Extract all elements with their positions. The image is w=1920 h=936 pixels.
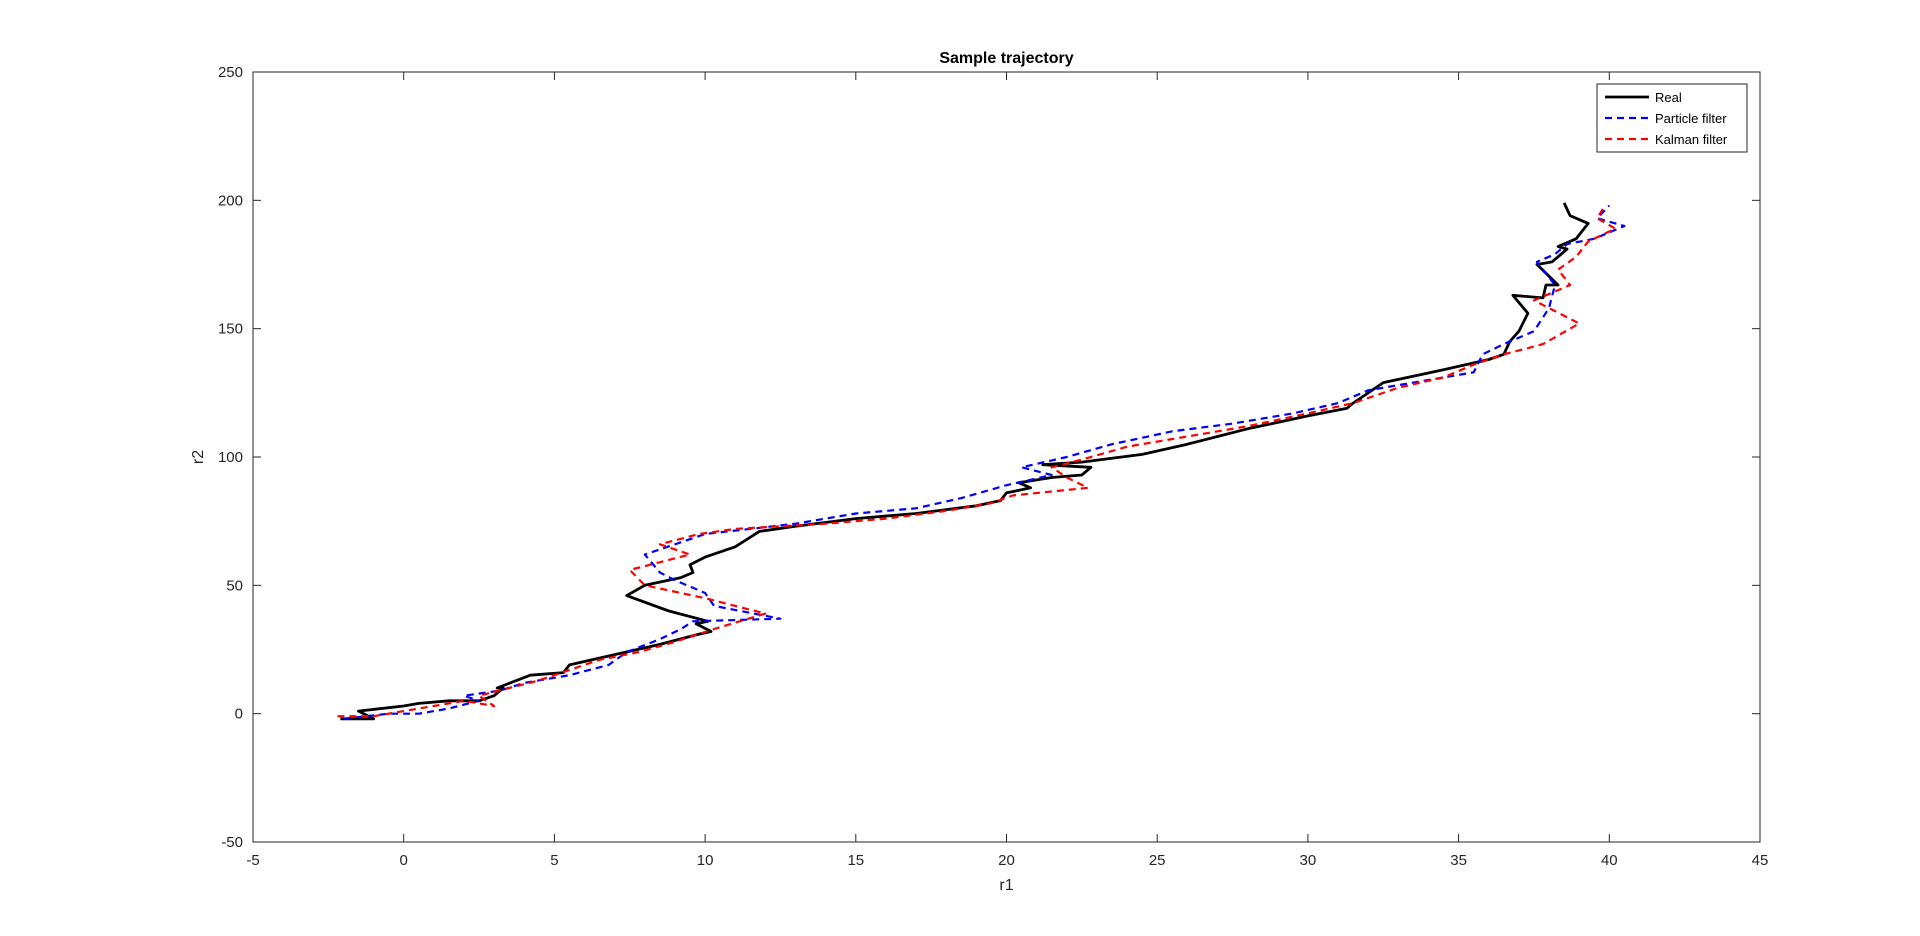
legend-label: Particle filter <box>1655 111 1727 126</box>
x-axis-label: r1 <box>999 877 1013 894</box>
y-tick-label: 50 <box>226 577 243 594</box>
x-axis-ticks: -5 0 5 10 15 20 25 30 35 40 45 <box>246 72 1768 869</box>
y-axis-ticks: -50 0 50 100 150 200 250 <box>218 64 1760 851</box>
x-tick-label: 0 <box>400 852 408 869</box>
y-tick-label: 200 <box>218 192 243 209</box>
y-tick-label: 0 <box>235 706 243 723</box>
x-tick-label: 40 <box>1601 852 1618 869</box>
x-tick-label: 25 <box>1149 852 1166 869</box>
x-tick-label: -5 <box>246 852 259 869</box>
x-tick-label: 15 <box>847 852 864 869</box>
x-tick-label: 30 <box>1300 852 1317 869</box>
x-tick-label: 20 <box>998 852 1015 869</box>
series-line-particle-filter <box>343 204 1626 720</box>
axes-box <box>252 71 1761 843</box>
x-tick-label: 45 <box>1752 852 1769 869</box>
x-tick-label: 5 <box>550 852 558 869</box>
chart-title: Sample trajectory <box>939 50 1073 67</box>
x-tick-label: 10 <box>697 852 714 869</box>
y-tick-label: 150 <box>218 321 243 338</box>
x-tick-label: 35 <box>1450 852 1467 869</box>
y-axis-label: r2 <box>190 450 207 464</box>
legend-label: Real <box>1655 90 1682 105</box>
y-tick-label: 100 <box>218 449 243 466</box>
series-layer <box>337 202 1626 721</box>
legend-label: Kalman filter <box>1655 132 1728 147</box>
y-tick-label: 250 <box>218 64 243 81</box>
legend: Real Particle filter Kalman filter <box>1596 83 1748 153</box>
y-tick-label: -50 <box>221 834 243 851</box>
